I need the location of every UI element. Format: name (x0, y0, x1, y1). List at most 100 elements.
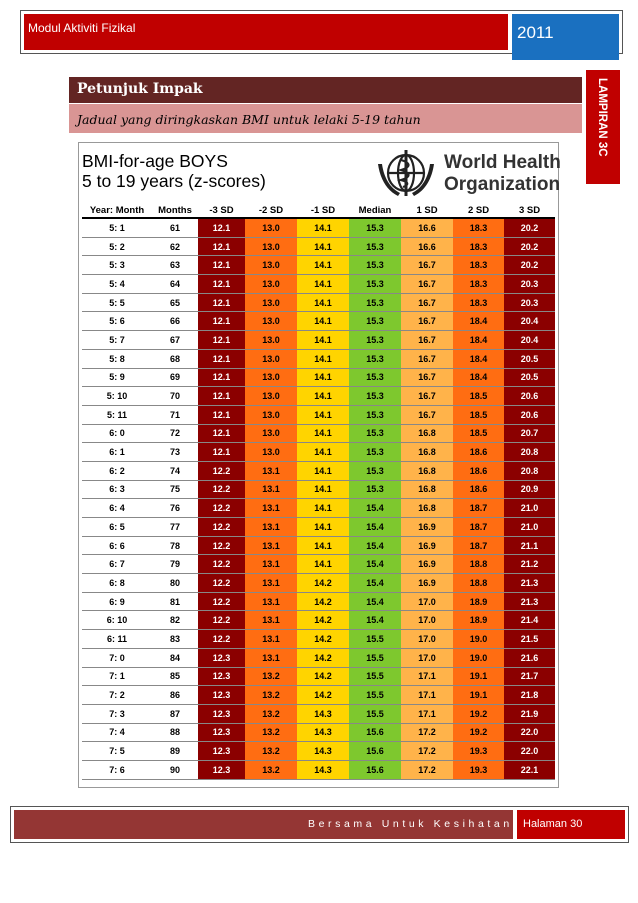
table-cell: 13.0 (245, 274, 297, 294)
side-tab-label: LAMPIRAN 3C (596, 78, 608, 157)
table-cell: 12.1 (198, 368, 245, 388)
table-row: 5: 4 64 12.1 13.0 14.1 15.3 16.7 18.3 20.3 (82, 274, 555, 294)
table-cell: 5: 2 (82, 237, 152, 257)
table-cell: 7: 5 (82, 741, 152, 761)
table-cell: 6: 10 (82, 610, 152, 631)
table-cell: 21.7 (504, 667, 555, 687)
table-cell: 20.4 (504, 330, 555, 350)
table-cell: 14.1 (297, 461, 349, 481)
table-cell: 15.3 (349, 218, 401, 238)
table-cell: 12.2 (198, 517, 245, 537)
table-cell: 14.1 (297, 237, 349, 257)
table-cell: 18.4 (453, 330, 504, 350)
table-cell: 13.2 (245, 685, 297, 705)
org-name-line2: Organization (444, 174, 561, 195)
table-row: 7: 0 84 12.3 13.1 14.2 15.5 17.0 19.0 21.6 (82, 648, 555, 668)
chart-subtitle: 5 to 19 years (z-scores) (82, 171, 266, 191)
table-cell: 21.3 (504, 573, 555, 593)
table-cell: 15.3 (349, 461, 401, 481)
table-cell: 7: 0 (82, 648, 152, 668)
table-cell: 15.6 (349, 741, 401, 761)
bmi-table: Year: Month Months -3 SD -2 SD -1 SD Med… (82, 204, 555, 780)
table-cell: 18.7 (453, 517, 504, 537)
col-header: 1 SD (401, 204, 453, 219)
table-cell: 13.0 (245, 368, 297, 388)
table-cell: 12.2 (198, 610, 245, 631)
table-cell: 12.3 (198, 760, 245, 780)
table-cell: 81 (152, 592, 198, 612)
table-cell: 14.1 (297, 293, 349, 313)
table-cell: 14.1 (297, 424, 349, 444)
table-cell: 89 (152, 741, 198, 761)
table-cell: 18.6 (453, 480, 504, 500)
table-cell: 15.5 (349, 685, 401, 705)
table-cell: 88 (152, 723, 198, 743)
table-cell: 20.9 (504, 480, 555, 500)
table-cell: 17.0 (401, 648, 453, 668)
table-cell: 15.4 (349, 554, 401, 575)
table-cell: 15.3 (349, 424, 401, 444)
table-cell: 18.6 (453, 442, 504, 462)
section-subtitle-bar: Jadual yang diringkaskan BMI untuk lelak… (69, 104, 582, 133)
table-row: 6: 10 82 12.2 13.1 14.2 15.4 17.0 18.9 21.4 (82, 610, 555, 631)
table-cell: 14.2 (297, 667, 349, 687)
table-cell: 14.1 (297, 330, 349, 350)
table-cell: 13.1 (245, 610, 297, 631)
table-cell: 15.3 (349, 311, 401, 332)
table-row: 6: 5 77 12.2 13.1 14.1 15.4 16.9 18.7 21.0 (82, 517, 555, 537)
table-cell: 75 (152, 480, 198, 500)
table-cell: 80 (152, 573, 198, 593)
table-cell: 18.4 (453, 311, 504, 332)
table-cell: 12.1 (198, 293, 245, 313)
table-cell: 22.1 (504, 760, 555, 780)
table-cell: 17.1 (401, 685, 453, 705)
table-cell: 13.0 (245, 405, 297, 425)
table-cell: 6: 3 (82, 480, 152, 500)
header-year-box: 2011 (512, 14, 619, 60)
table-cell: 13.0 (245, 424, 297, 444)
table-cell: 7: 4 (82, 723, 152, 743)
footer-page-box: Halaman 30 (517, 810, 625, 839)
table-cell: 83 (152, 629, 198, 649)
table-row: 6: 4 76 12.2 13.1 14.1 15.4 16.8 18.7 21.0 (82, 498, 555, 518)
table-cell: 17.0 (401, 592, 453, 612)
table-cell: 14.1 (297, 218, 349, 238)
table-cell: 90 (152, 760, 198, 780)
table-cell: 14.1 (297, 442, 349, 462)
table-cell: 12.1 (198, 330, 245, 350)
table-cell: 14.1 (297, 498, 349, 518)
table-cell: 16.7 (401, 311, 453, 332)
table-cell: 16.8 (401, 442, 453, 462)
table-cell: 15.3 (349, 442, 401, 462)
table-cell: 18.4 (453, 349, 504, 369)
table-cell: 17.2 (401, 723, 453, 743)
table-cell: 12.3 (198, 723, 245, 743)
table-row: 6: 0 72 12.1 13.0 14.1 15.3 16.8 18.5 20.7 (82, 424, 555, 444)
table-cell: 20.5 (504, 368, 555, 388)
table-cell: 19.2 (453, 723, 504, 743)
table-cell: 13.1 (245, 461, 297, 481)
table-row: 7: 4 88 12.3 13.2 14.3 15.6 17.2 19.2 22.0 (82, 723, 555, 743)
table-cell: 20.2 (504, 218, 555, 238)
table-cell: 73 (152, 442, 198, 462)
table-cell: 13.0 (245, 293, 297, 313)
table-cell: 6: 8 (82, 573, 152, 593)
table-cell: 12.1 (198, 349, 245, 369)
table-cell: 13.2 (245, 741, 297, 761)
table-row: 5: 11 71 12.1 13.0 14.1 15.3 16.7 18.5 20.6 (82, 405, 555, 425)
header-title-bar: Modul Aktiviti Fizikal (24, 14, 508, 50)
table-row: 5: 6 66 12.1 13.0 14.1 15.3 16.7 18.4 20.4 (82, 311, 555, 332)
table-cell: 18.6 (453, 461, 504, 481)
table-cell: 16.7 (401, 349, 453, 369)
table-cell: 12.2 (198, 592, 245, 612)
table-cell: 21.5 (504, 629, 555, 649)
table-cell: 14.2 (297, 573, 349, 593)
col-header: Median (349, 204, 401, 219)
table-row: 5: 10 70 12.1 13.0 14.1 15.3 16.7 18.5 20.6 (82, 386, 555, 406)
table-cell: 16.8 (401, 424, 453, 444)
table-cell: 15.4 (349, 573, 401, 593)
table-cell: 14.1 (297, 368, 349, 388)
table-cell: 18.5 (453, 424, 504, 444)
table-cell: 12.2 (198, 554, 245, 575)
table-cell: 18.3 (453, 237, 504, 257)
